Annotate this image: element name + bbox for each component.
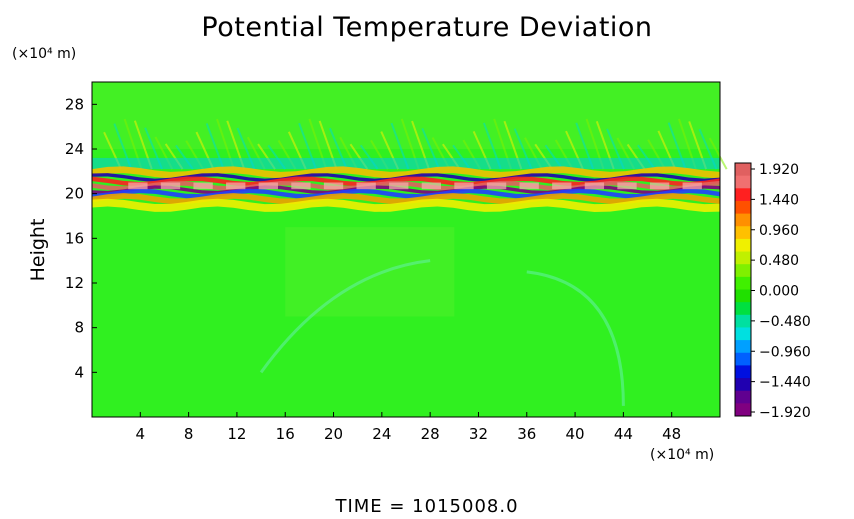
field-upper-region xyxy=(92,82,720,149)
field-arc-left xyxy=(259,259,431,374)
band-highlight xyxy=(258,182,278,190)
colorbar-tick-label: −0.960 xyxy=(759,344,811,360)
colorbar-tick-label: −1.440 xyxy=(759,375,811,391)
colorbar-segment xyxy=(735,251,751,265)
colorbar-segment xyxy=(735,188,751,202)
band-highlight xyxy=(584,182,605,190)
x-tick-label: 48 xyxy=(662,425,681,443)
x-tick-label: 36 xyxy=(517,425,536,443)
band-highlight xyxy=(454,182,474,190)
colorbar-segment xyxy=(735,289,751,303)
colorbar-segment xyxy=(735,302,751,316)
y-axis-unit: (×10⁴ m) xyxy=(12,46,77,62)
colorbar: 1.920 1.440 0.960 0.480 0.000 −0.480 −0.960 −1.… xyxy=(734,162,811,421)
band-stripe xyxy=(92,166,720,179)
colorbar-frame xyxy=(734,162,752,417)
band-highlight xyxy=(519,182,539,190)
wave-stroke xyxy=(708,137,728,170)
band-highlight xyxy=(226,182,246,190)
band-stripe xyxy=(92,188,720,199)
field-arc-right xyxy=(526,270,625,406)
band-highlight xyxy=(323,182,344,190)
colorbar-segment xyxy=(735,226,751,240)
colorbar-segment xyxy=(735,213,751,227)
x-tick-label: 28 xyxy=(421,425,440,443)
y-tick-label: 12 xyxy=(65,274,84,292)
x-tick-label: 32 xyxy=(469,425,488,443)
x-tick-label: 16 xyxy=(276,425,295,443)
colorbar-segment xyxy=(735,340,751,354)
y-tick-label: 24 xyxy=(65,140,84,158)
colorbar-segment xyxy=(735,264,751,278)
colorbar-segment xyxy=(735,238,751,253)
y-tick-label: 16 xyxy=(65,229,84,247)
colorbar-tick-label: −0.480 xyxy=(759,314,811,330)
band-highlight xyxy=(160,182,181,190)
x-tick-label: 12 xyxy=(227,425,246,443)
plot-frame xyxy=(91,81,721,418)
colorbar-segment xyxy=(735,378,751,392)
colorbar-segment xyxy=(735,163,751,177)
band-highlight xyxy=(128,182,148,190)
band-highlight xyxy=(389,182,409,190)
x-axis-unit: (×10⁴ m) xyxy=(650,447,715,463)
colorbar-segment xyxy=(735,403,751,417)
colorbar-segment xyxy=(735,314,751,328)
x-tick-label: 44 xyxy=(614,425,633,443)
colorbar-tick-label: 0.480 xyxy=(759,253,799,269)
band-highlight xyxy=(421,182,442,190)
x-tick-label: 40 xyxy=(566,425,585,443)
colorbar-segment xyxy=(735,352,751,366)
colorbar-tick-label: 1.440 xyxy=(759,192,799,208)
y-tick-label: 8 xyxy=(74,319,84,337)
band-cyan-upper xyxy=(92,157,720,170)
x-tick-label: 4 xyxy=(136,425,146,443)
band-highlight xyxy=(486,182,507,190)
band-highlight xyxy=(617,182,637,190)
band-highlight xyxy=(356,182,376,190)
band-stripe xyxy=(92,193,720,205)
colorbar-segment xyxy=(735,276,751,290)
colorbar-tick-label: 1.920 xyxy=(759,162,799,178)
x-tick-label: 20 xyxy=(324,425,343,443)
y-tick-label: 4 xyxy=(74,363,84,381)
colorbar-segment xyxy=(735,390,751,404)
colorbar-tick-label: 0.960 xyxy=(759,223,799,239)
band-highlight xyxy=(193,182,213,190)
x-tick-label: 8 xyxy=(184,425,194,443)
band-stripe xyxy=(92,198,720,212)
colorbar-tick-label: −1.920 xyxy=(759,405,811,421)
band-highlight xyxy=(649,182,670,190)
heatmap-plot-area xyxy=(92,82,728,417)
x-tick-label: 24 xyxy=(372,425,391,443)
band-highlight xyxy=(682,182,702,190)
colorbar-segment xyxy=(735,327,751,341)
colorbar-tick-label: 0.000 xyxy=(759,284,799,300)
y-tick-label: 28 xyxy=(65,95,84,113)
band-highlight xyxy=(291,182,311,190)
field-patch xyxy=(285,227,455,317)
colorbar-segment xyxy=(735,200,751,215)
chart-title: Potential Temperature Deviation xyxy=(201,12,653,43)
y-tick-label: 20 xyxy=(65,185,84,203)
band-highlight xyxy=(552,182,572,190)
colorbar-segment xyxy=(735,365,751,379)
time-label: TIME = 1015008.0 xyxy=(335,496,519,517)
colorbar-segment xyxy=(735,175,751,189)
